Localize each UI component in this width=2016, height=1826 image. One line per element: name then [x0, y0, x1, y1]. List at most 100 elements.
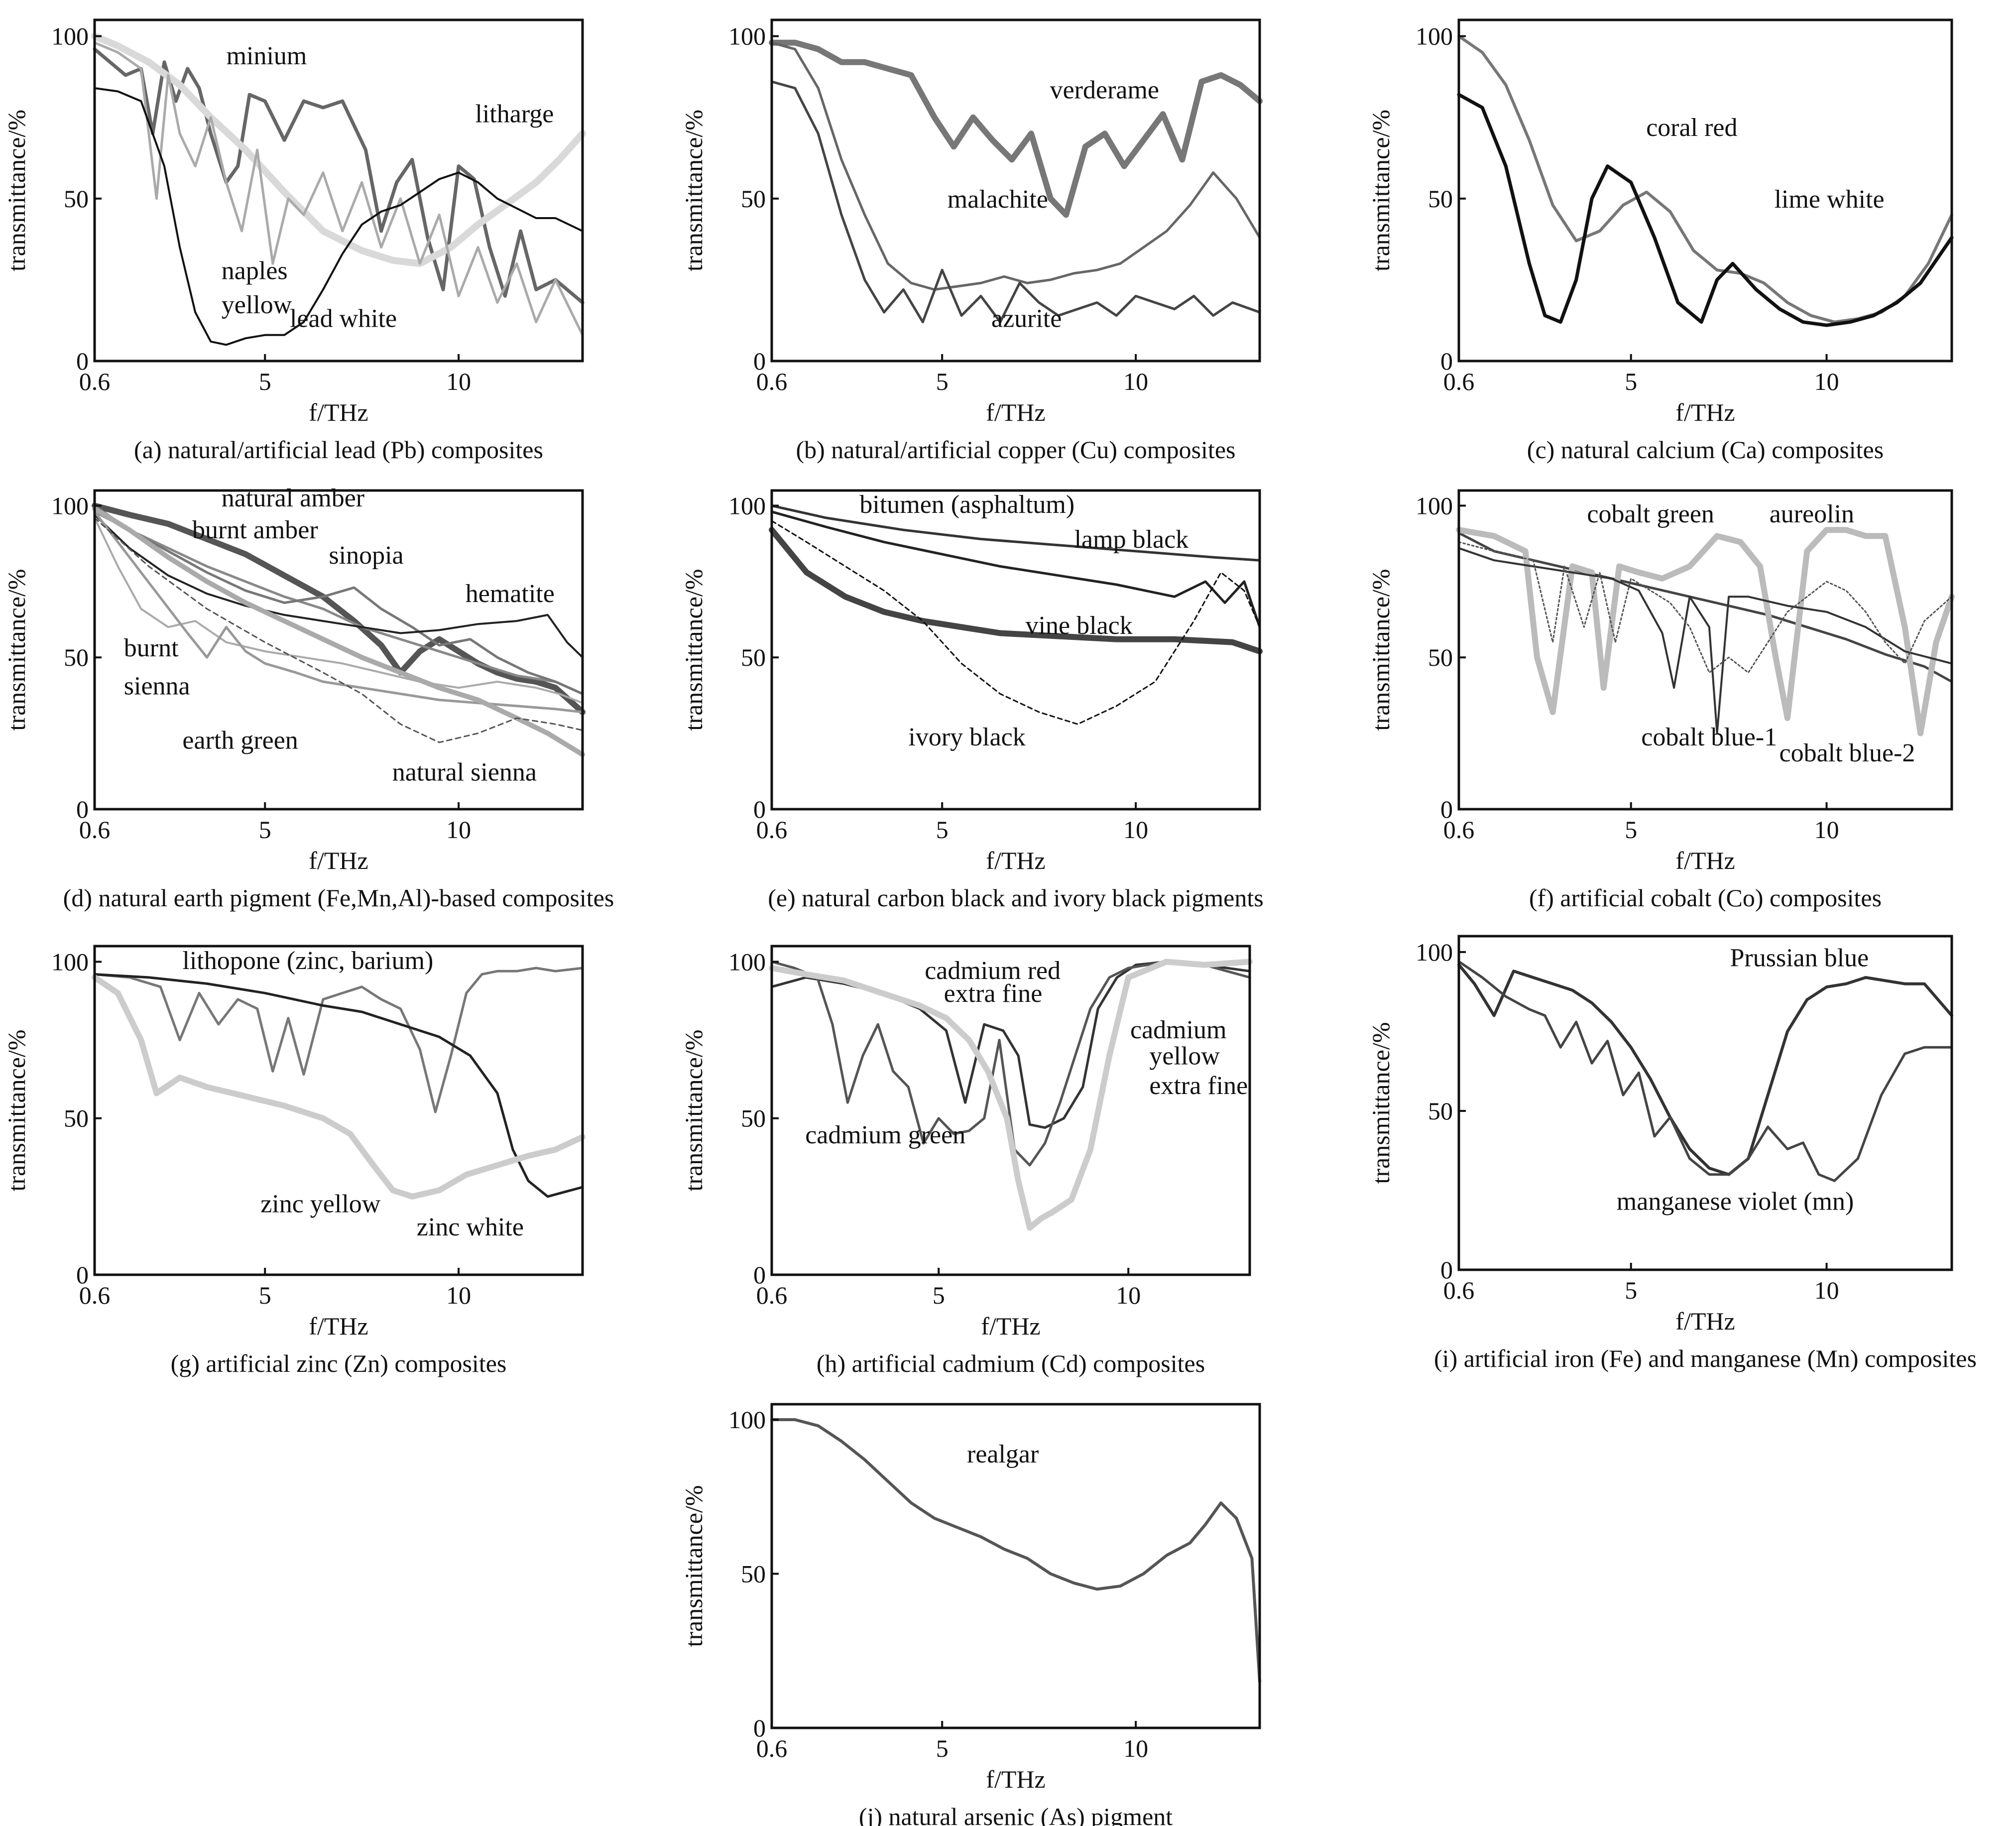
- y-tick-label: 100: [51, 948, 89, 975]
- series-annotation: burnt: [124, 634, 179, 662]
- x-tick-label: 10: [1123, 816, 1148, 844]
- y-axis-label: transmittance/%: [680, 110, 708, 271]
- y-tick-label: 50: [64, 643, 89, 671]
- x-axis-label: f/THz: [309, 398, 368, 426]
- series-minium: [93, 47, 585, 305]
- y-axis-label: transmittance/%: [1367, 1022, 1395, 1184]
- series-annotation: yellow: [1149, 1042, 1220, 1071]
- series-malachite: [770, 41, 1261, 291]
- x-tick-label: 5: [259, 367, 271, 395]
- series-annotation: cadmium green: [805, 1121, 965, 1149]
- panel-caption: (f) artificial cobalt (Co) composites: [1529, 884, 1882, 912]
- series-burnt-amber: [93, 510, 584, 695]
- x-tick-label: 5: [936, 367, 949, 395]
- y-tick-label: 50: [64, 185, 89, 213]
- plot-frame: [93, 945, 584, 1276]
- x-tick-label: 5: [1625, 1276, 1637, 1304]
- y-tick-label: 100: [728, 22, 766, 50]
- x-tick-label: 10: [1814, 367, 1839, 395]
- y-axis-label: transmittance/%: [2, 1030, 30, 1192]
- y-tick-label: 100: [51, 22, 89, 50]
- x-tick-label: 10: [1814, 1276, 1839, 1304]
- series-natural-sienna: [92, 506, 585, 757]
- y-tick-label: 0: [1440, 795, 1453, 823]
- y-tick-label: 50: [1428, 185, 1453, 213]
- x-tick-label: 5: [936, 816, 949, 844]
- series-annotation: cadmium red: [925, 957, 1061, 985]
- series-annotation: bitumen (asphaltum): [859, 490, 1074, 519]
- x-tick-label: 5: [1625, 367, 1637, 395]
- series-annotation: natural amber: [222, 484, 364, 512]
- x-tick-label: 0.6: [756, 367, 788, 395]
- y-tick-label: 50: [741, 1560, 766, 1587]
- series-annotation: natural sienna: [392, 758, 537, 786]
- x-tick-label: 10: [1814, 816, 1839, 844]
- x-tick-label: 0.6: [1443, 816, 1475, 844]
- series-realgar: [770, 1418, 1261, 1684]
- panel-caption: (i) artificial iron (Fe) and manganese (…: [1434, 1344, 1977, 1372]
- series-ivory-black: [771, 520, 1261, 725]
- series-annotation: Prussian blue: [1730, 944, 1869, 972]
- series-annotation: malachite: [948, 185, 1048, 214]
- y-tick-label: 0: [1440, 347, 1453, 375]
- series-lime-white: [1457, 93, 1954, 327]
- series-annotation: lithopone (zinc, barium): [182, 947, 433, 975]
- series-hematite: [94, 513, 584, 659]
- series-annotation: burnt amber: [192, 516, 318, 544]
- series-lead-white: [94, 87, 584, 346]
- panel-caption: (a) natural/artificial lead (Pb) composi…: [134, 436, 543, 464]
- series-annotation: sinopia: [329, 541, 403, 570]
- series-annotation: cadmium: [1130, 1016, 1227, 1044]
- series-manganese-violet-mn-: [1457, 960, 1953, 1182]
- x-tick-label: 10: [446, 1281, 471, 1309]
- x-tick-label: 5: [259, 816, 271, 844]
- panel-caption: (c) natural calcium (Ca) composites: [1527, 436, 1884, 464]
- y-tick-label: 100: [728, 1406, 766, 1434]
- series-annotation: extra fine: [1149, 1072, 1248, 1100]
- series-annotation: litharge: [475, 100, 554, 128]
- x-tick-label: 0.6: [79, 1281, 111, 1309]
- series-annotation: azurite: [991, 305, 1062, 333]
- series-verderame: [769, 39, 1263, 218]
- series-annotation: minium: [227, 42, 307, 70]
- y-tick-label: 50: [741, 1104, 766, 1132]
- series-naples-yellow: [93, 41, 584, 337]
- plot-frame: [770, 945, 1251, 1276]
- series-annotation: zinc yellow: [260, 1190, 381, 1218]
- x-tick-label: 10: [1116, 1281, 1141, 1309]
- series-annotation: earth green: [182, 726, 298, 754]
- y-tick-label: 0: [76, 347, 89, 375]
- y-axis-label: transmittance/%: [1367, 110, 1395, 271]
- y-tick-label: 100: [1416, 938, 1453, 966]
- y-axis-label: transmittance/%: [680, 1030, 708, 1192]
- y-tick-label: 50: [1428, 1097, 1453, 1125]
- x-tick-label: 0.6: [1443, 367, 1475, 395]
- series-cadmium-green: [770, 960, 1251, 1167]
- x-axis-label: f/THz: [981, 1312, 1040, 1340]
- y-tick-label: 100: [51, 491, 89, 519]
- x-axis-label: f/THz: [986, 847, 1045, 874]
- y-tick-label: 0: [753, 795, 766, 823]
- panel-caption: (b) natural/artificial copper (Cu) compo…: [796, 436, 1235, 464]
- x-axis-label: f/THz: [1675, 398, 1735, 426]
- series-annotation: lamp black: [1074, 525, 1189, 554]
- x-tick-label: 10: [1123, 367, 1148, 395]
- x-tick-label: 0.6: [756, 1734, 788, 1762]
- panel-caption: (g) artificial zinc (Zn) composites: [171, 1349, 507, 1377]
- plot-frame: [1457, 489, 1953, 811]
- x-axis-label: f/THz: [986, 1765, 1045, 1793]
- series-lamp-black: [770, 510, 1261, 628]
- series-annotation: cobalt blue-2: [1779, 739, 1915, 767]
- panel-caption: (j) natural arsenic (As) pigment: [859, 1803, 1173, 1826]
- series-annotation: sienna: [124, 672, 190, 701]
- x-tick-label: 5: [933, 1281, 945, 1309]
- series-annotation: naples: [222, 257, 288, 285]
- series-vine-black: [769, 527, 1263, 654]
- series-annotation: ivory black: [908, 723, 1025, 751]
